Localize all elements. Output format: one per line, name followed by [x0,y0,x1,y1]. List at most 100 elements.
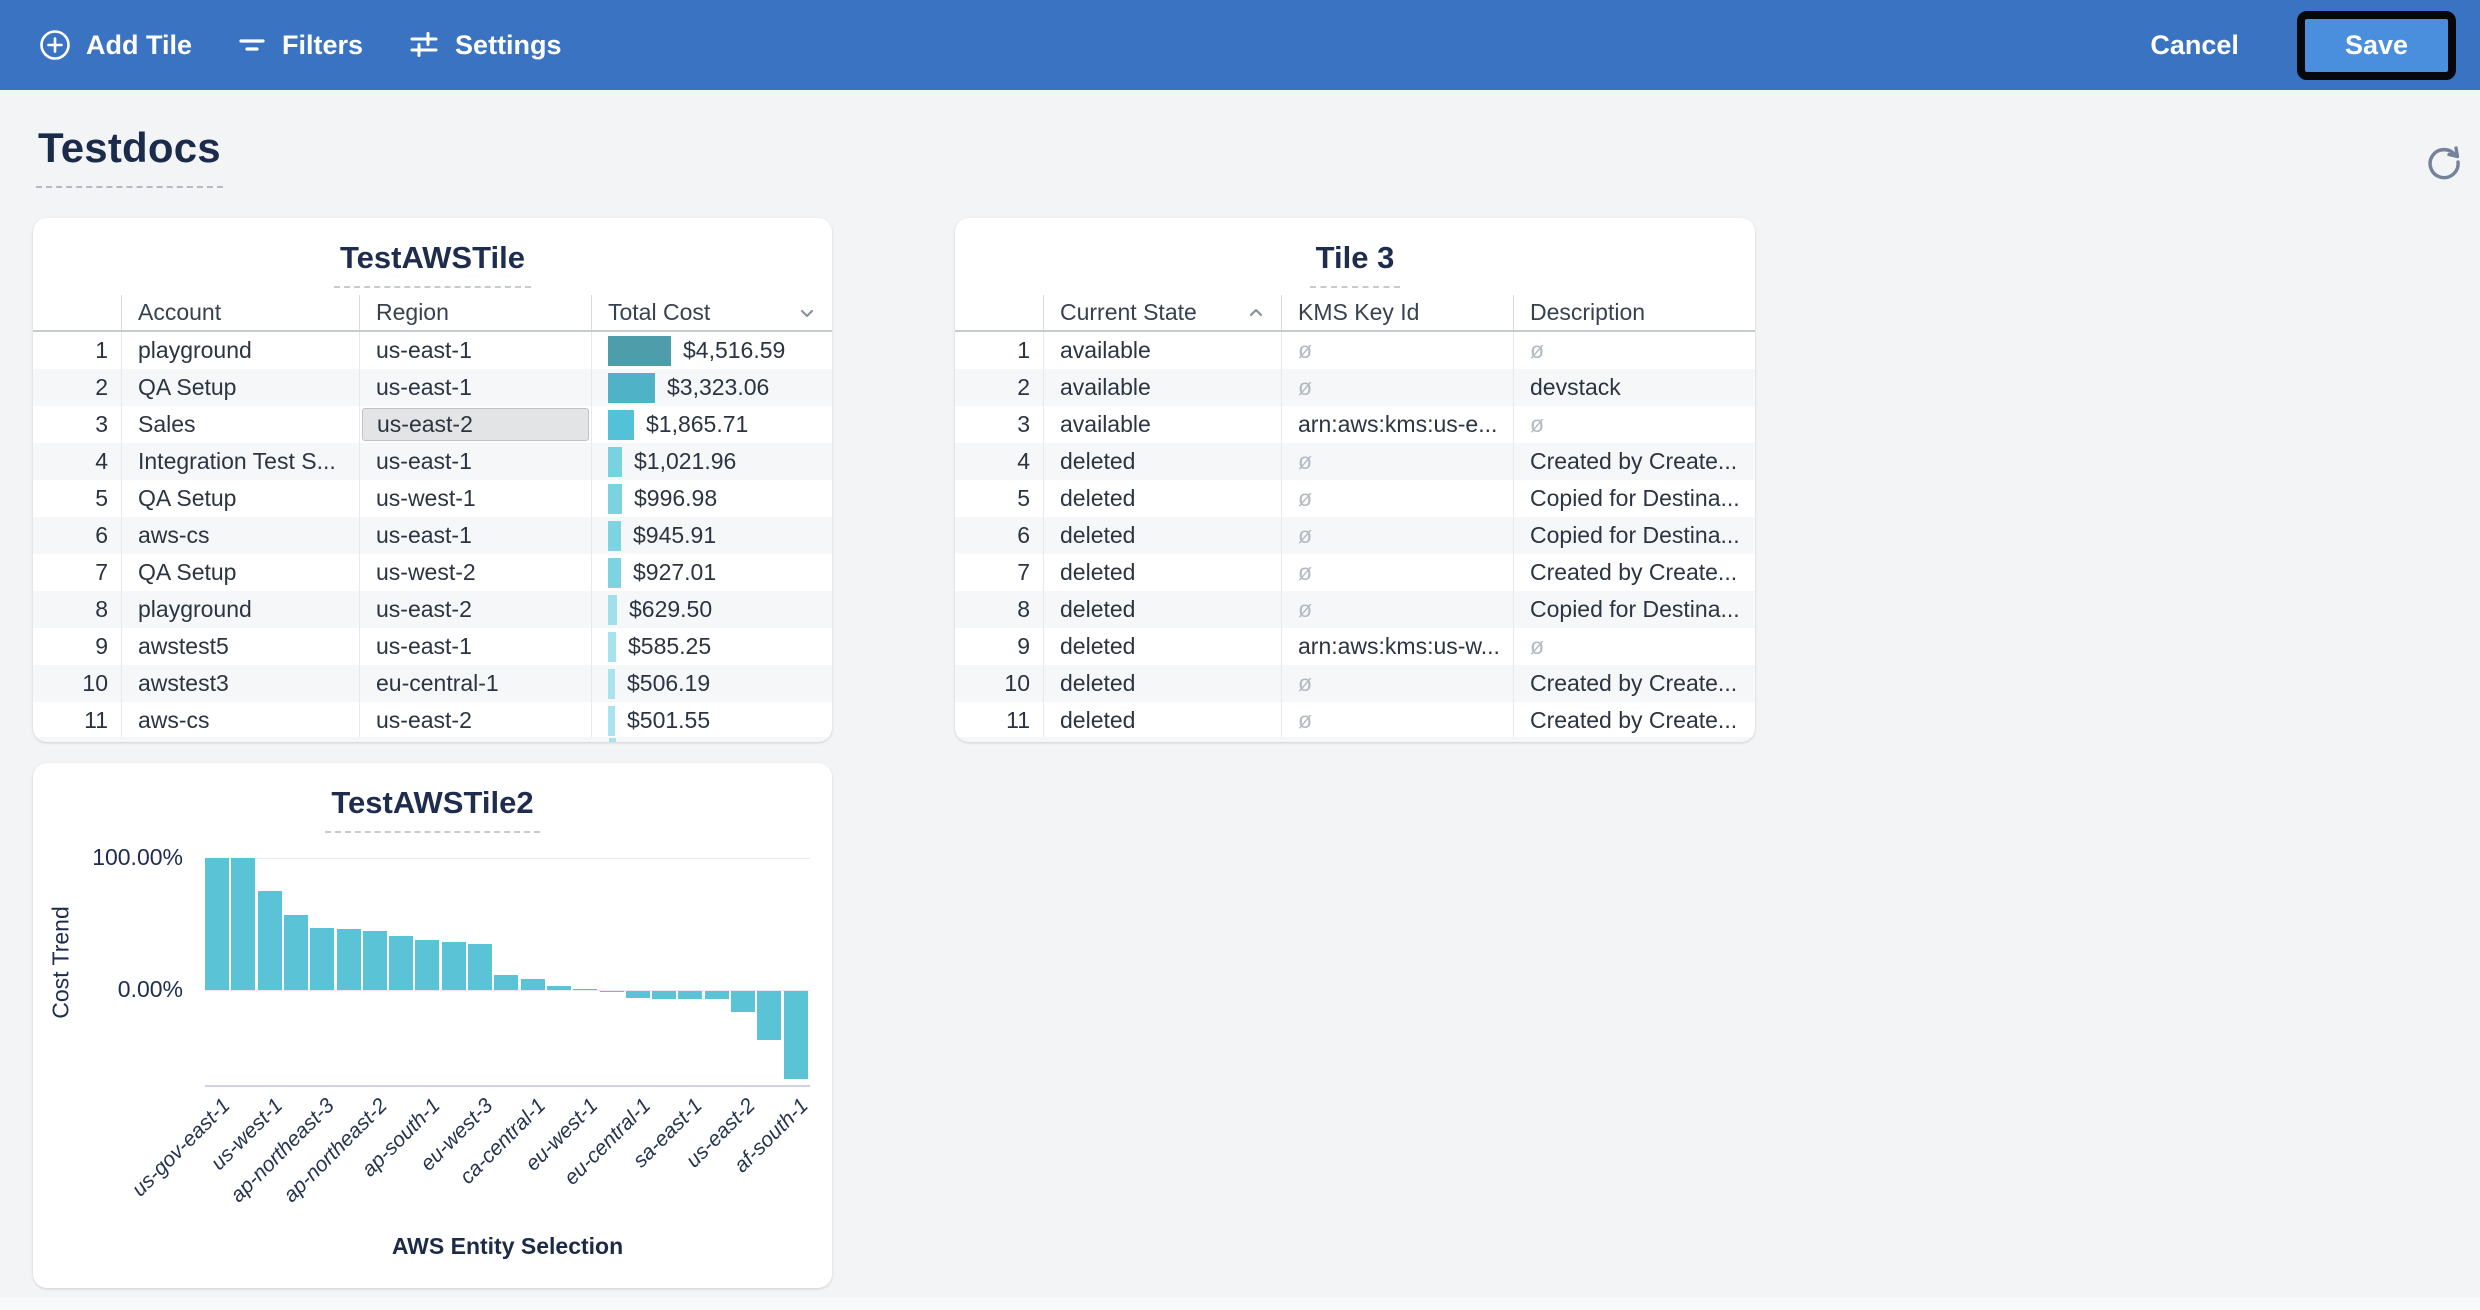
cell-region[interactable]: us-east-2 [359,591,591,628]
cell-total-cost[interactable]: $1,865.71 [591,406,832,443]
cell-current-state[interactable]: deleted [1043,554,1281,591]
cell-current-state[interactable]: deleted [1043,591,1281,628]
cell-kms-key-id[interactable]: arn:aws:kms:us-w... [1281,628,1513,665]
column-header-account[interactable]: Account [121,295,359,330]
y-axis-label: Cost Trend [47,906,74,1019]
cell-region[interactable]: us-east-1 [359,517,591,554]
cell-region[interactable]: us-east-1 [359,443,591,480]
sort-asc-chevron-up-icon[interactable] [1245,302,1267,324]
cell-region[interactable]: us-east-1 [359,332,591,369]
cell-account[interactable]: playground [121,332,359,369]
cell-description[interactable]: ø [1513,332,1755,369]
cell-total-cost[interactable]: $996.98 [591,480,832,517]
cell-account[interactable]: Integration Test S... [121,443,359,480]
cell-kms-key-id[interactable]: ø [1281,332,1513,369]
cell-description[interactable]: Created by Create... [1513,443,1755,480]
cell-current-state[interactable]: deleted [1043,665,1281,702]
cell-description[interactable]: devstack [1513,369,1755,406]
cell-region[interactable]: us-east-1 [359,628,591,665]
cell-current-state[interactable]: available [1043,369,1281,406]
save-button[interactable]: Save [2296,10,2456,80]
cell-kms-key-id[interactable]: ø [1281,480,1513,517]
cost-data-bar [608,372,655,403]
column-header-current-state[interactable]: Current State [1043,295,1281,330]
cell-kms-key-id[interactable]: ø [1281,369,1513,406]
cell-current-state[interactable]: available [1043,332,1281,369]
cell-total-cost[interactable]: $4,516.59 [591,332,832,369]
cell-region[interactable]: us-west-2 [359,554,591,591]
table-row: 3 Sales us-east-2 $1,865.71 [33,406,832,443]
column-header-region[interactable]: Region [359,295,591,330]
cell-region[interactable]: eu-central-1 [359,665,591,702]
cell-description[interactable]: ø [1513,628,1755,665]
cell-description[interactable]: Created by Create... [1513,554,1755,591]
sliders-icon [407,28,441,62]
cell-account[interactable]: QA Setup [121,369,359,406]
cell-description[interactable]: Copied for Destina... [1513,480,1755,517]
cell-account[interactable]: awstest5 [121,628,359,665]
cell-current-state[interactable]: deleted [1043,443,1281,480]
cell-region[interactable]: us-east-2 [359,702,591,739]
cell-total-cost[interactable]: $585.25 [591,628,832,665]
filters-button[interactable]: Filters [236,29,363,61]
cost-data-bar [608,483,622,514]
row-number: 11 [1006,707,1030,733]
cell-total-cost[interactable]: $501.55 [591,702,832,739]
refresh-button[interactable] [2422,140,2466,184]
cell-kms-key-id[interactable]: ø [1281,443,1513,480]
cell-total-cost[interactable]: $3,323.06 [591,369,832,406]
cell-account[interactable]: QA Setup [121,480,359,517]
cell-kms-key-id[interactable]: ø [1281,702,1513,739]
cell-account[interactable]: playground [121,591,359,628]
selected-cell[interactable]: us-east-2 [362,408,589,441]
cell-region[interactable]: us-east-2 [359,406,591,443]
sort-desc-chevron-down-icon[interactable] [796,302,818,324]
cost-value: $996.98 [634,485,718,511]
cell-total-cost[interactable]: $1,021.96 [591,443,832,480]
column-header-kms-key-id[interactable]: KMS Key Id [1281,295,1513,330]
cell-description[interactable]: Copied for Destina... [1513,591,1755,628]
cost-value: $3,323.06 [667,374,770,400]
bar [389,935,413,990]
cancel-button[interactable]: Cancel [2150,29,2239,60]
settings-button[interactable]: Settings [407,28,562,62]
cell-kms-key-id[interactable]: ø [1281,554,1513,591]
cell-description[interactable]: ø [1513,406,1755,443]
table-row: 9 deleted arn:aws:kms:us-w... ø [955,628,1755,665]
cell-total-cost[interactable]: $927.01 [591,554,832,591]
cell-description[interactable]: Created by Create... [1513,665,1755,702]
cell-total-cost[interactable]: $506.19 [591,665,832,702]
cell-account[interactable]: aws-cs [121,702,359,739]
cell-current-state[interactable]: deleted [1043,480,1281,517]
cell-description[interactable]: Created by Create... [1513,702,1755,739]
cell-account[interactable]: Sales [121,406,359,443]
cost-data-bar [608,594,617,625]
cell-total-cost[interactable]: $629.50 [591,591,832,628]
cost-data-bar [608,631,616,662]
cell-account[interactable]: QA Setup [121,554,359,591]
cell-region[interactable]: us-east-1 [359,369,591,406]
bar [678,991,702,999]
cell-kms-key-id[interactable]: arn:aws:kms:us-e... [1281,406,1513,443]
cell-description[interactable]: Copied for Destina... [1513,517,1755,554]
cell-current-state[interactable]: deleted [1043,517,1281,554]
gridline-100pct [205,858,810,859]
y-tick-0: 0.00% [117,976,183,1002]
column-header-total-cost[interactable]: Total Cost [591,295,832,330]
add-tile-button[interactable]: Add Tile [38,28,192,62]
cell-current-state[interactable]: available [1043,406,1281,443]
table-row: 2 available ø devstack [955,369,1755,406]
cell-account[interactable]: awstest3 [121,665,359,702]
cell-kms-key-id[interactable]: ø [1281,517,1513,554]
cell-current-state[interactable]: deleted [1043,628,1281,665]
cell-current-state[interactable]: deleted [1043,702,1281,739]
bar-series [205,763,810,1288]
cell-account[interactable]: aws-cs [121,517,359,554]
column-header-description[interactable]: Description [1513,295,1755,330]
tile3-table: Current State KMS Key Id Description 1 av… [955,295,1755,742]
cell-region[interactable]: us-west-1 [359,480,591,517]
cell-total-cost[interactable]: $945.91 [591,517,832,554]
row-number: 11 [84,707,108,733]
cell-kms-key-id[interactable]: ø [1281,591,1513,628]
cell-kms-key-id[interactable]: ø [1281,665,1513,702]
